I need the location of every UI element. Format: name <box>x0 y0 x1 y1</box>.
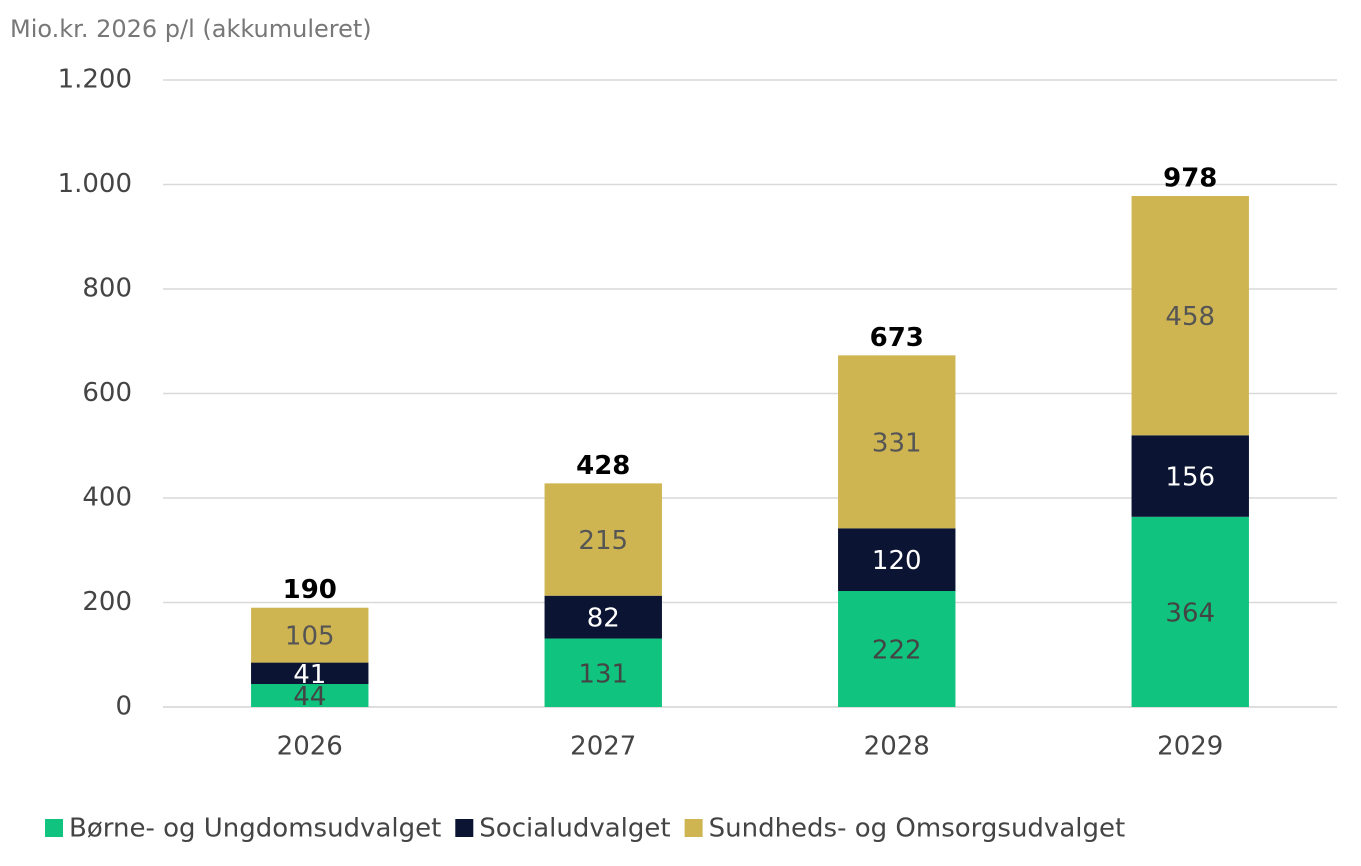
y-tick-label: 800 <box>82 274 132 304</box>
y-tick-label: 1.200 <box>58 65 132 95</box>
data-label: 44 <box>293 682 326 712</box>
y-tick-label: 400 <box>82 483 132 513</box>
bar-segment <box>1131 516 1249 707</box>
y-axis-label: Mio.kr. 2026 p/l (akkumuleret) <box>10 15 372 43</box>
data-label: 215 <box>578 526 628 556</box>
bar-segment <box>838 591 956 707</box>
total-label: 673 <box>870 323 924 353</box>
x-tick-label: 2029 <box>1157 732 1223 762</box>
bar-segment <box>251 662 369 685</box>
data-label: 41 <box>293 660 326 690</box>
total-label: 190 <box>283 575 337 605</box>
data-label: 458 <box>1165 302 1215 332</box>
y-tick-label: 1.000 <box>58 169 132 199</box>
bar-segment <box>251 684 369 707</box>
x-tick-label: 2027 <box>570 732 636 762</box>
y-tick-label: 200 <box>82 587 132 617</box>
y-tick-label: 600 <box>82 378 132 408</box>
data-label: 131 <box>578 659 628 689</box>
bar-segment <box>544 483 662 596</box>
bar-segment <box>838 355 956 529</box>
data-label: 156 <box>1165 463 1215 493</box>
bar-segment <box>251 607 369 663</box>
legend-swatch <box>45 819 63 837</box>
data-label: 222 <box>872 636 922 666</box>
y-tick-label: 0 <box>115 692 132 722</box>
legend-label: Socialudvalget <box>479 814 670 844</box>
bar-segment <box>1131 195 1249 436</box>
legend-label: Børne- og Ungdomsudvalget <box>69 814 441 844</box>
data-label: 82 <box>587 604 620 634</box>
bar-segment <box>838 528 956 592</box>
bar-segment <box>544 638 662 707</box>
legend-swatch <box>455 819 474 837</box>
total-label: 978 <box>1163 163 1217 193</box>
data-label: 331 <box>872 428 922 458</box>
x-tick-label: 2028 <box>864 732 930 762</box>
bar-segment <box>544 595 662 639</box>
total-label: 428 <box>576 451 630 481</box>
data-label: 105 <box>285 622 335 652</box>
bar-segment <box>1131 435 1249 517</box>
data-label: 364 <box>1165 598 1215 628</box>
legend-label: Sundheds- og Omsorgsudvalget <box>709 814 1126 844</box>
legend-swatch <box>684 819 703 837</box>
data-label: 120 <box>872 546 922 576</box>
x-tick-label: 2026 <box>277 732 343 762</box>
